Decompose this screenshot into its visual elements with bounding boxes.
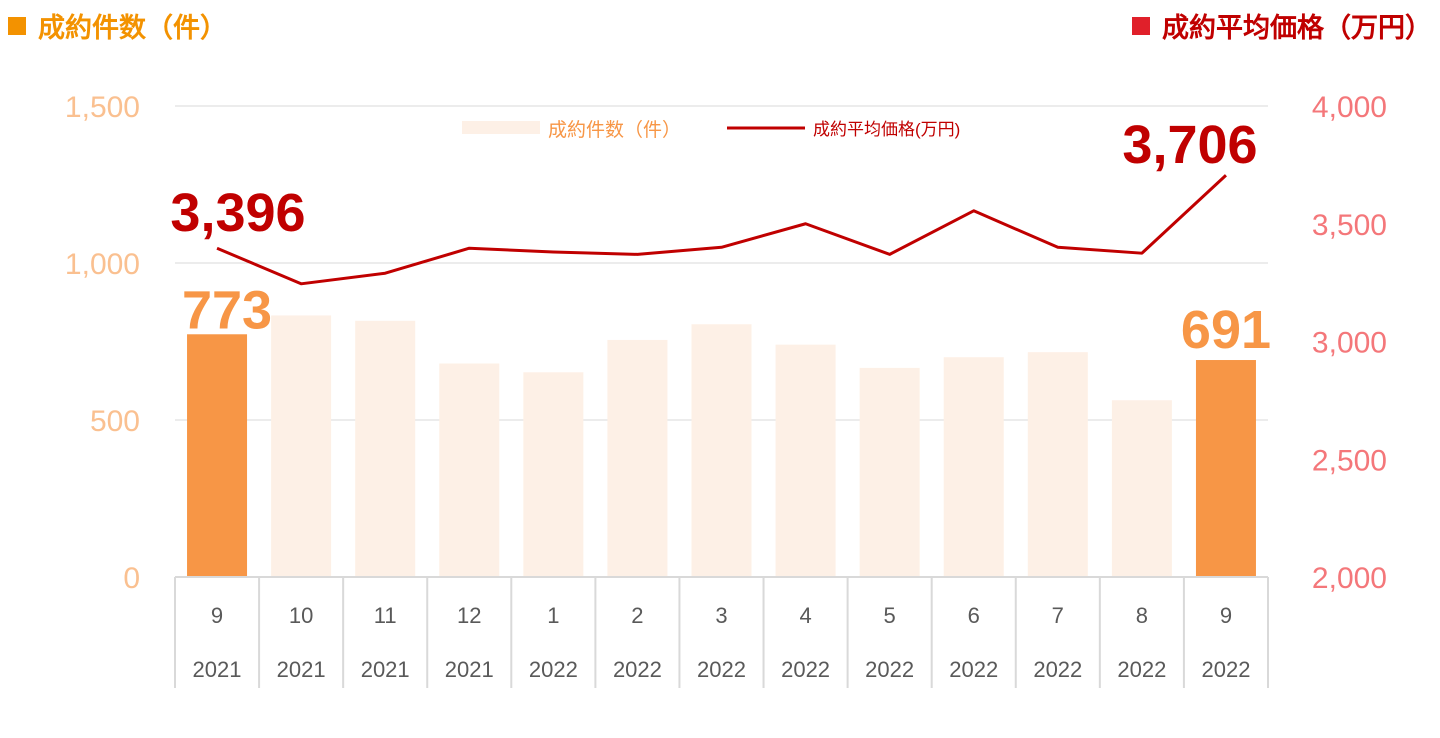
line-data-label: 3,706 — [1122, 115, 1257, 175]
bar — [1195, 360, 1256, 577]
x-tick-label-month: 1 — [547, 603, 559, 628]
legend-line-label: 成約平均価格(万円) — [813, 120, 960, 139]
left-axis-title: 成約件数（件） — [8, 6, 227, 45]
legend-bar-label: 成約件数（件） — [548, 119, 681, 141]
right-axis-tick-label: 2,000 — [1312, 562, 1387, 595]
bar — [523, 372, 584, 577]
x-tick-label-month: 7 — [1052, 603, 1064, 628]
left-axis-tick-label: 1,500 — [65, 91, 140, 124]
x-tick-label-year: 2022 — [613, 657, 662, 682]
price-line — [216, 174, 1227, 286]
x-tick-label-year: 2022 — [1033, 657, 1082, 682]
bar — [187, 334, 248, 577]
x-tick-label-year: 2022 — [1201, 657, 1250, 682]
bar — [271, 315, 332, 577]
x-tick-label-year: 2021 — [277, 657, 326, 682]
left-axis-title-text: 成約件数（件） — [38, 13, 227, 43]
x-tick-label-month: 9 — [211, 603, 223, 628]
x-tick-label-month: 4 — [799, 603, 811, 628]
bar — [943, 357, 1004, 577]
line-data-label: 3,396 — [170, 183, 305, 243]
right-axis-title-text: 成約平均価格（万円） — [1162, 13, 1432, 43]
legend-bar-swatch — [462, 121, 540, 134]
x-tick-label-month: 11 — [374, 603, 397, 628]
x-tick-label-month: 8 — [1136, 603, 1148, 628]
right-axis-title: 成約平均価格（万円） — [1132, 6, 1432, 45]
x-tick-label-month: 12 — [457, 603, 481, 628]
x-tick-label-year: 2022 — [949, 657, 998, 682]
left-axis-tick-label: 0 — [123, 562, 140, 595]
bar-data-label: 691 — [1181, 300, 1271, 360]
x-tick-label-year: 2021 — [445, 657, 494, 682]
x-tick-label-month: 5 — [884, 603, 896, 628]
x-tick-label-year: 2022 — [1117, 657, 1166, 682]
x-tick-label-year: 2021 — [193, 657, 242, 682]
bar — [607, 339, 668, 577]
bar — [355, 320, 416, 577]
x-tick-label-month: 6 — [968, 603, 980, 628]
right-axis-tick-label: 2,500 — [1312, 444, 1387, 477]
right-axis-tick-label: 4,000 — [1312, 91, 1387, 124]
x-tick-label-year: 2022 — [529, 657, 578, 682]
right-axis-tick-label: 3,500 — [1312, 209, 1387, 242]
x-tick-label-year: 2021 — [361, 657, 410, 682]
bar — [1111, 400, 1172, 577]
x-tick-label-year: 2022 — [781, 657, 830, 682]
x-tick-label-year: 2022 — [865, 657, 914, 682]
bar — [439, 363, 500, 577]
x-tick-label-year: 2022 — [697, 657, 746, 682]
right-axis-tick-label: 3,000 — [1312, 327, 1387, 360]
left-axis-tick-label: 500 — [90, 405, 140, 438]
bar-data-label: 773 — [182, 280, 272, 340]
x-tick-label-month: 3 — [715, 603, 727, 628]
bar — [775, 344, 836, 577]
bar-series-square-icon — [8, 16, 26, 35]
bar — [859, 367, 920, 577]
x-tick-label-month: 10 — [289, 603, 313, 628]
bar — [691, 324, 752, 577]
x-tick-label-month: 2 — [631, 603, 643, 628]
left-axis-tick-label: 1,000 — [65, 248, 140, 281]
bar — [1027, 352, 1088, 577]
x-tick-label-month: 9 — [1220, 603, 1232, 628]
line-series-square-icon — [1132, 16, 1150, 35]
